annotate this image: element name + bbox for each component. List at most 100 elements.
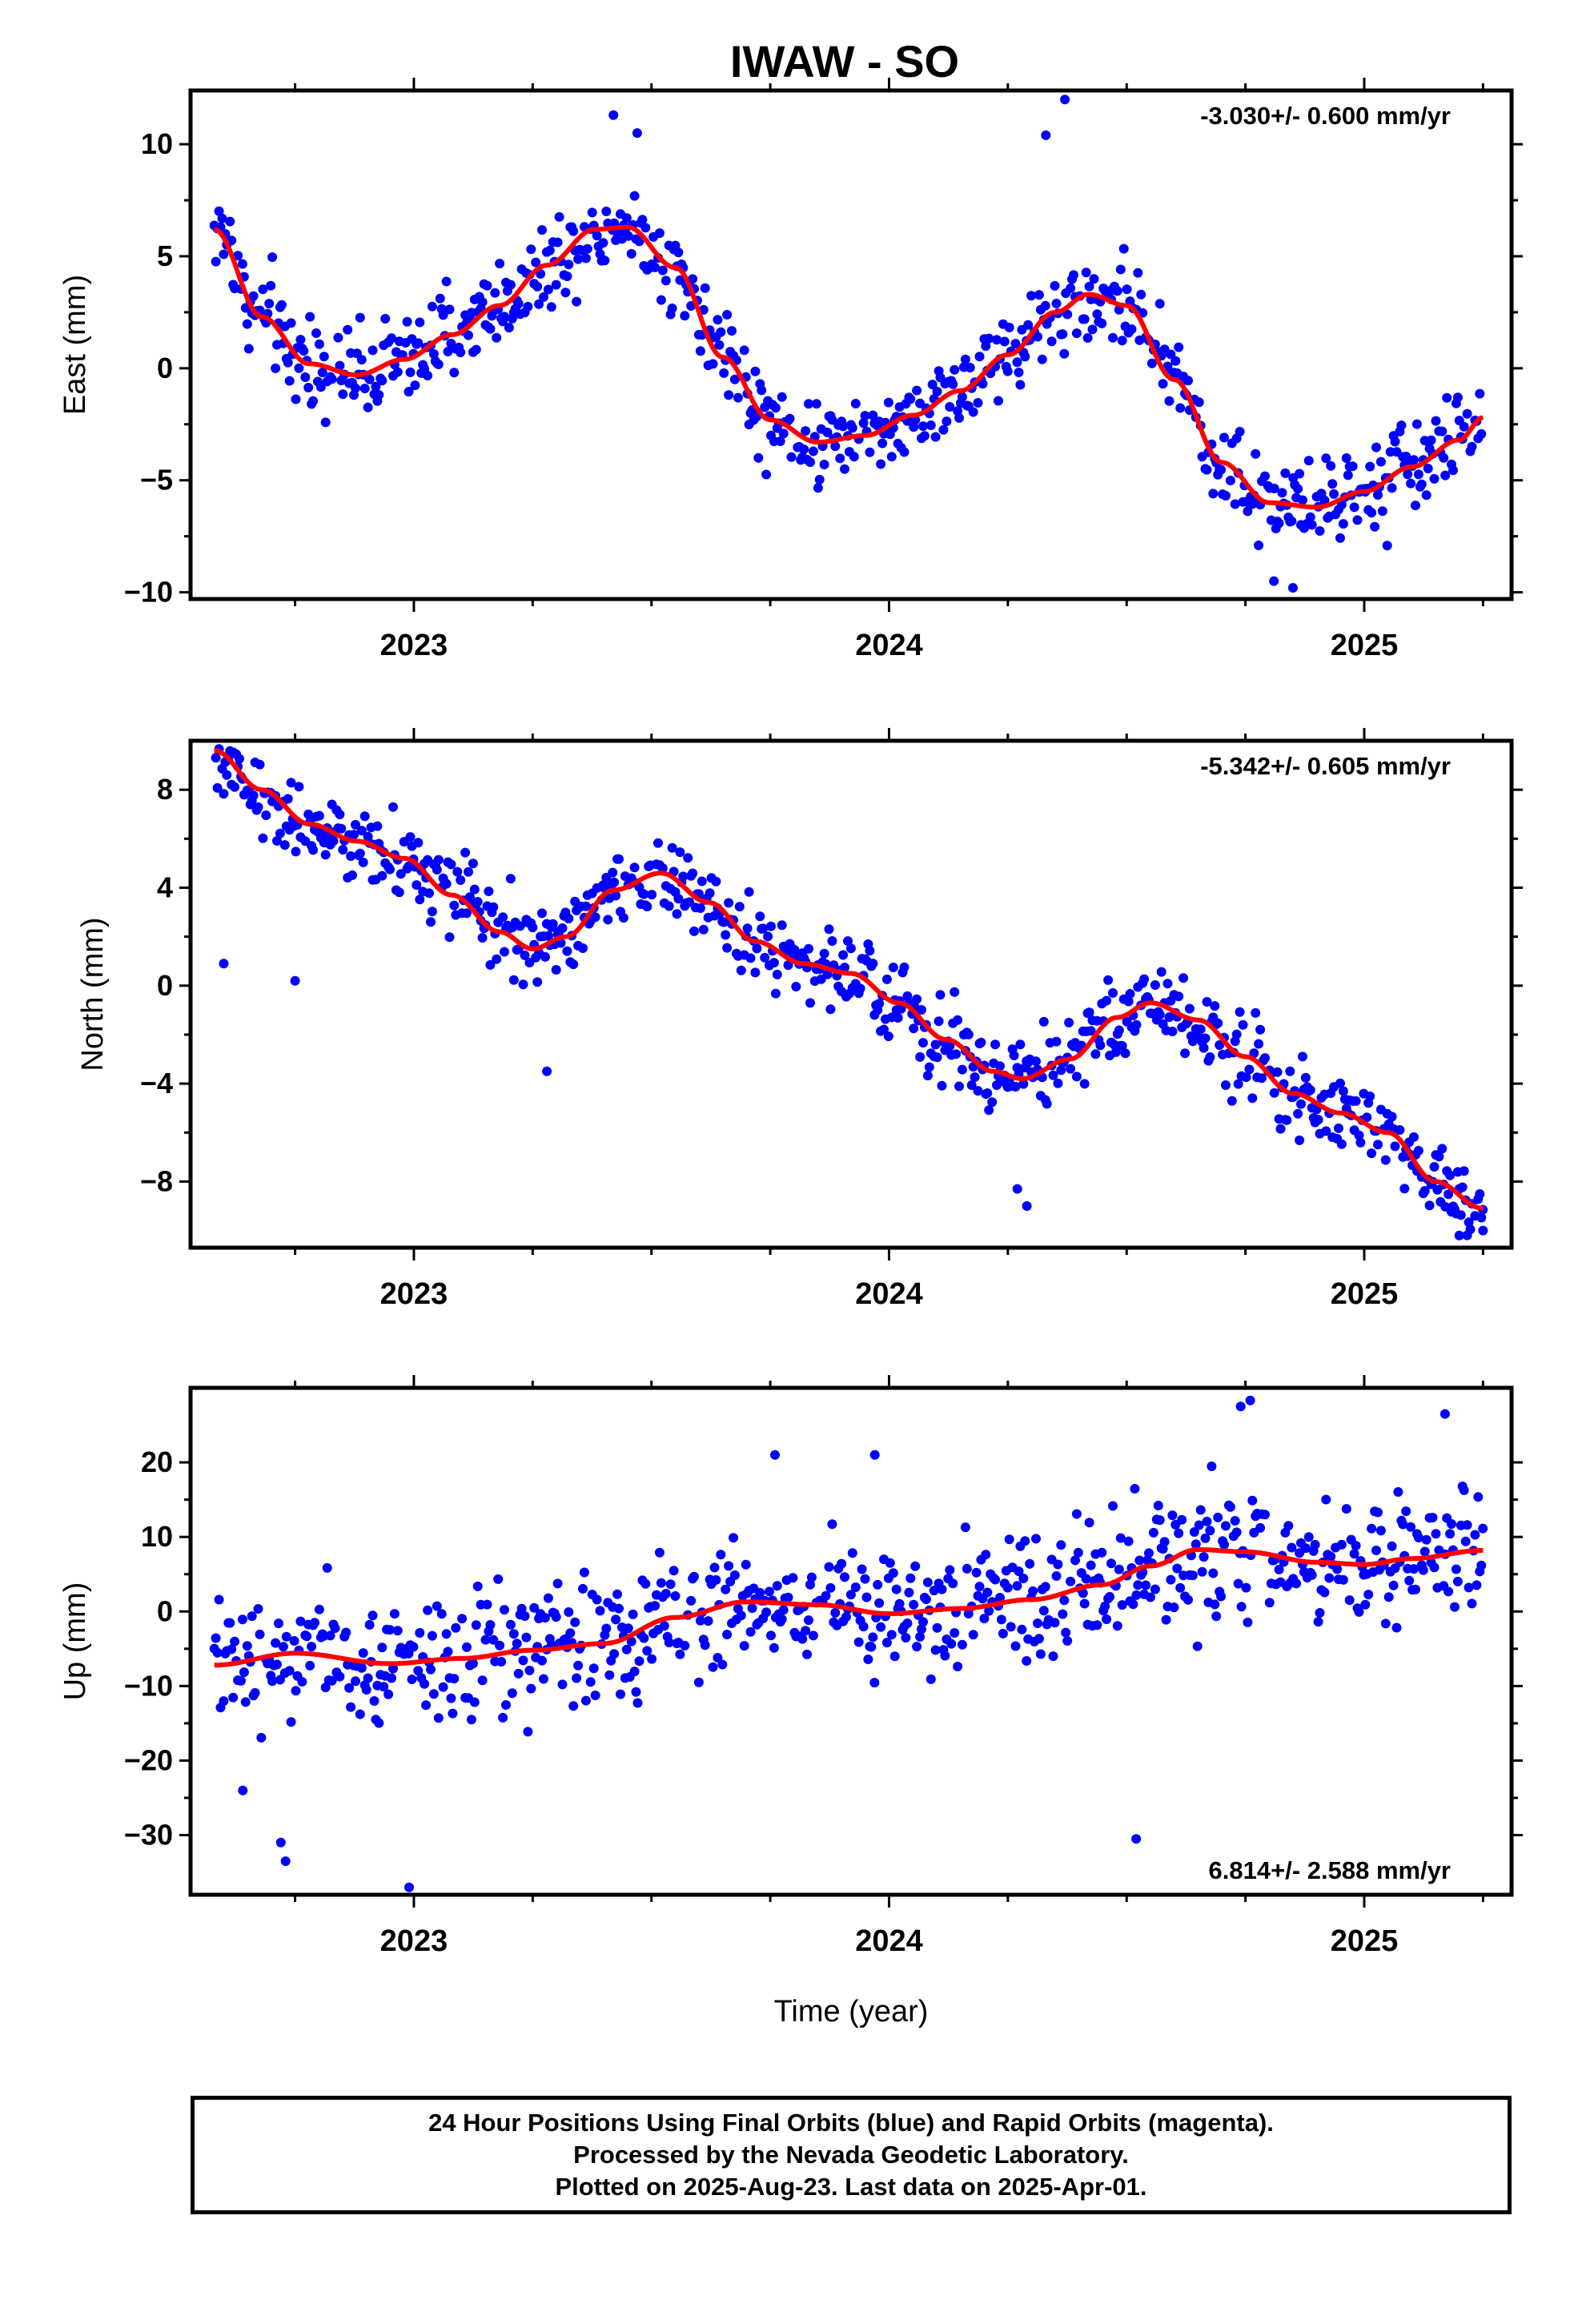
data-point xyxy=(1375,456,1386,467)
data-point xyxy=(653,838,663,848)
data-point xyxy=(1205,1526,1215,1536)
data-point xyxy=(801,426,811,436)
data-point xyxy=(1156,967,1166,977)
data-point xyxy=(1419,1186,1430,1196)
data-point xyxy=(319,352,329,362)
data-points xyxy=(209,1395,1488,1892)
data-point xyxy=(219,249,229,259)
data-point xyxy=(328,836,339,846)
data-point xyxy=(708,1662,718,1672)
data-point xyxy=(496,1657,507,1667)
data-point xyxy=(1058,329,1068,340)
data-point xyxy=(910,1561,921,1571)
data-point xyxy=(995,1061,1005,1072)
data-point xyxy=(515,921,525,931)
data-point xyxy=(338,389,348,400)
data-point xyxy=(976,1037,986,1047)
data-point xyxy=(404,1648,414,1659)
data-point xyxy=(311,328,321,338)
data-point xyxy=(957,1639,967,1650)
data-point xyxy=(686,301,697,311)
data-point xyxy=(1300,1543,1311,1554)
data-point xyxy=(212,782,223,793)
data-point xyxy=(971,1567,982,1578)
data-point xyxy=(664,901,674,911)
data-point xyxy=(966,1080,977,1090)
data-point xyxy=(1038,1606,1049,1616)
data-point xyxy=(438,1682,448,1692)
data-point xyxy=(1282,1115,1292,1125)
data-point xyxy=(1120,1048,1130,1059)
data-point xyxy=(869,1449,880,1460)
data-point xyxy=(367,345,378,356)
data-point xyxy=(736,965,746,975)
data-point xyxy=(901,1633,911,1642)
y-tick-label: 5 xyxy=(157,239,173,272)
data-point xyxy=(713,315,723,325)
data-point xyxy=(930,1645,941,1655)
data-point xyxy=(1326,460,1336,471)
data-point xyxy=(1041,130,1051,140)
data-point xyxy=(261,810,271,820)
y-tick-label: −10 xyxy=(124,576,173,609)
data-point xyxy=(562,271,572,281)
plot-frame xyxy=(188,88,1514,601)
data-point xyxy=(942,416,952,427)
data-point xyxy=(303,809,314,819)
data-point xyxy=(544,245,555,255)
data-point xyxy=(891,1584,901,1594)
data-point xyxy=(982,1088,993,1098)
data-point xyxy=(448,1708,458,1719)
data-point xyxy=(1406,1522,1416,1532)
data-point xyxy=(1144,1548,1154,1558)
data-point xyxy=(1373,1507,1383,1518)
data-point xyxy=(1183,376,1193,386)
data-point xyxy=(253,1604,263,1614)
data-point xyxy=(785,413,795,424)
data-point xyxy=(471,1620,481,1630)
data-point xyxy=(1406,478,1416,489)
data-point xyxy=(1158,379,1168,389)
data-point xyxy=(1153,1501,1163,1510)
data-point xyxy=(1467,441,1477,452)
data-point xyxy=(485,1620,496,1630)
data-point xyxy=(849,452,859,462)
data-point xyxy=(472,897,483,907)
data-point xyxy=(1122,284,1132,295)
data-point xyxy=(672,909,682,919)
data-point xyxy=(673,247,684,258)
data-point xyxy=(881,1638,892,1648)
data-point xyxy=(1295,1135,1305,1145)
data-point xyxy=(294,782,304,792)
data-point xyxy=(858,1622,869,1632)
data-points xyxy=(211,744,1488,1240)
data-point xyxy=(495,1640,505,1651)
data-point xyxy=(879,1024,889,1035)
data-point xyxy=(1319,1587,1330,1598)
data-point xyxy=(1457,1182,1468,1192)
data-point xyxy=(1023,320,1034,330)
y-tick-label: 4 xyxy=(157,870,173,903)
data-point xyxy=(824,1562,834,1572)
data-point xyxy=(614,854,624,864)
data-point xyxy=(1034,290,1044,300)
data-point xyxy=(367,1610,378,1621)
data-point xyxy=(480,1634,491,1645)
data-point xyxy=(1112,286,1122,296)
data-point xyxy=(974,352,985,362)
data-point xyxy=(739,1641,749,1651)
data-point xyxy=(827,936,837,946)
y-tick-label: 10 xyxy=(141,1520,173,1553)
data-point xyxy=(1020,352,1030,362)
data-point xyxy=(423,1605,433,1615)
data-point xyxy=(327,1675,337,1686)
data-point xyxy=(904,1587,914,1598)
data-point xyxy=(739,345,749,356)
data-point xyxy=(1146,358,1157,368)
data-point xyxy=(1123,996,1134,1007)
data-point xyxy=(432,865,442,875)
data-point xyxy=(845,943,856,954)
data-point xyxy=(811,399,821,409)
data-point xyxy=(1450,1602,1460,1612)
data-point xyxy=(778,428,789,439)
